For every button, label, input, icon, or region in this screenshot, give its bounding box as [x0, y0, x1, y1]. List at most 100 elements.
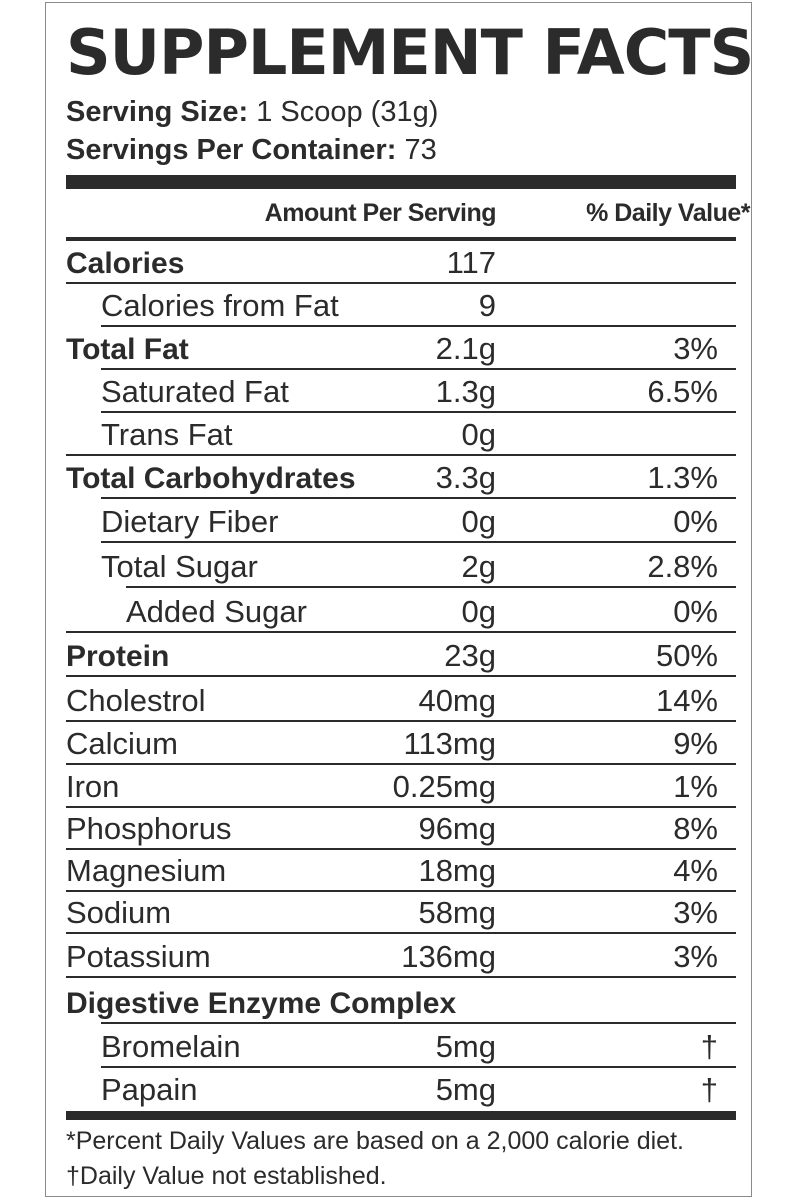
nutrient-name: Potassium	[66, 939, 211, 974]
nutrient-daily-value: 8%	[673, 811, 718, 846]
nutrient-daily-value: 9%	[673, 726, 718, 761]
row-divider	[101, 325, 736, 327]
nutrient-amount: 2g	[461, 549, 496, 584]
nutrient-amount: 96mg	[418, 811, 496, 846]
nutrient-row-magnesium: Magnesium 18mg 4%	[66, 850, 736, 892]
nutrient-daily-value: 2.8%	[647, 549, 718, 584]
nutrient-daily-value: †	[700, 1072, 718, 1107]
nutrient-row-potassium: Potassium 136mg 3%	[66, 934, 736, 978]
nutrient-amount: 136mg	[401, 939, 496, 974]
serving-size-label: Serving Size:	[66, 96, 249, 128]
nutrient-daily-value: †	[700, 1029, 718, 1064]
row-divider	[126, 586, 736, 588]
row-divider	[66, 675, 736, 677]
nutrient-row-cholestrol: Cholestrol 40mg 14%	[66, 677, 736, 722]
nutrient-amount: 0g	[461, 417, 496, 452]
row-divider	[66, 763, 736, 765]
nutrient-amount: 23g	[444, 638, 496, 673]
nutrient-name: Trans Fat	[101, 417, 233, 452]
nutrient-row-calories: Calories 117	[66, 241, 736, 284]
servings-per-container: Servings Per Container: 73	[66, 131, 437, 169]
nutrient-amount: 1.3g	[435, 374, 496, 409]
column-header-row: Amount Per Serving % Daily Value*	[66, 193, 751, 238]
nutrient-row-calories-from-fat: Calories from Fat 9	[66, 284, 736, 327]
nutrient-row-iron: Iron 0.25mg 1%	[66, 765, 736, 808]
row-divider	[66, 806, 736, 808]
nutrient-amount: 40mg	[418, 683, 496, 718]
top-thick-rule	[66, 175, 736, 189]
row-divider	[66, 454, 736, 456]
footnote-dagger: †Daily Value not established.	[66, 1162, 387, 1190]
nutrient-name: Phosphorus	[66, 811, 232, 846]
nutrient-amount: 117	[446, 245, 496, 280]
nutrient-row-phosphorus: Phosphorus 96mg 8%	[66, 808, 736, 850]
nutrient-daily-value: 50%	[655, 638, 718, 673]
nutrient-amount: 5mg	[435, 1029, 496, 1064]
nutrient-row-dietary-fiber: Dietary Fiber 0g 0%	[66, 499, 736, 543]
daily-value-header: % Daily Value*	[586, 199, 750, 227]
nutrient-amount: 3.3g	[435, 460, 496, 495]
nutrient-amount: 58mg	[418, 895, 496, 930]
nutrient-row-trans-fat: Trans Fat 0g	[66, 413, 736, 456]
nutrient-name: Magnesium	[66, 853, 227, 888]
nutrient-name: Bromelain	[101, 1029, 241, 1064]
nutrient-amount: 0g	[461, 504, 496, 539]
nutrient-name: Sodium	[66, 895, 172, 930]
nutrient-amount: 113mg	[403, 726, 497, 761]
nutrient-name: Added Sugar	[126, 594, 307, 629]
servings-per-container-label: Servings Per Container:	[66, 134, 397, 166]
nutrient-amount: 0g	[461, 594, 496, 629]
nutrient-name: Calcium	[66, 726, 178, 761]
nutrient-daily-value: 4%	[673, 853, 718, 888]
row-divider	[101, 368, 736, 370]
supplement-facts-panel: SUPPLEMENT FACTS Serving Size: 1 Scoop (…	[45, 2, 754, 1197]
nutrient-name: Total Fat	[66, 333, 189, 366]
row-divider	[101, 1022, 736, 1024]
nutrient-daily-value: 1%	[673, 769, 718, 804]
nutrient-row-bromelain: Bromelain 5mg †	[66, 1024, 736, 1068]
nutrient-row-calcium: Calcium 113mg 9%	[66, 722, 736, 765]
row-divider	[66, 976, 736, 978]
nutrient-name: Calories from Fat	[101, 288, 339, 323]
row-divider	[66, 932, 736, 934]
nutrient-name: Total Sugar	[101, 549, 258, 584]
nutrient-daily-value: 3%	[673, 895, 718, 930]
nutrient-name: Digestive Enzyme Complex	[66, 987, 457, 1020]
row-divider	[101, 497, 736, 499]
row-divider	[66, 848, 736, 850]
nutrient-amount: 9	[478, 288, 496, 323]
serving-size-value: 1 Scoop (31g)	[256, 96, 439, 128]
row-divider	[101, 411, 736, 413]
nutrient-name: Total Carbohydrates	[66, 462, 356, 495]
label-title: SUPPLEMENT FACTS	[66, 16, 754, 89]
nutrient-name: Protein	[66, 640, 170, 673]
nutrient-name: Dietary Fiber	[101, 504, 279, 539]
nutrient-name: Calories	[66, 247, 185, 280]
nutrient-daily-value: 0%	[673, 504, 718, 539]
nutrient-name: Cholestrol	[66, 683, 206, 718]
row-divider	[66, 631, 736, 633]
serving-size: Serving Size: 1 Scoop (31g)	[66, 93, 438, 131]
bottom-thick-rule	[66, 1111, 736, 1120]
nutrient-row-digestive-enzyme-complex: Digestive Enzyme Complex	[66, 978, 736, 1024]
nutrient-daily-value: 14%	[655, 683, 718, 718]
footnote-percent-dv: *Percent Daily Values are based on a 2,0…	[66, 1127, 684, 1155]
nutrient-row-protein: Protein 23g 50%	[66, 633, 736, 677]
nutrient-row-total-carbohydrates: Total Carbohydrates 3.3g 1.3%	[66, 456, 736, 499]
nutrient-row-total-sugar: Total Sugar 2g 2.8%	[66, 543, 736, 588]
nutrient-row-saturated-fat: Saturated Fat 1.3g 6.5%	[66, 370, 736, 413]
nutrient-name: Saturated Fat	[101, 374, 289, 409]
nutrient-daily-value: 3%	[673, 331, 718, 366]
nutrient-name: Papain	[101, 1072, 198, 1107]
nutrient-daily-value: 3%	[673, 939, 718, 974]
nutrient-row-papain: Papain 5mg †	[66, 1068, 736, 1111]
nutrient-amount: 18mg	[418, 853, 496, 888]
row-divider	[66, 282, 736, 284]
row-divider	[66, 720, 736, 722]
nutrient-amount: 2.1g	[435, 331, 496, 366]
nutrient-daily-value: 6.5%	[647, 374, 718, 409]
amount-per-serving-header: Amount Per Serving	[264, 199, 497, 227]
servings-per-container-value: 73	[404, 134, 437, 166]
nutrient-row-added-sugar: Added Sugar 0g 0%	[66, 588, 736, 633]
nutrient-amount: 0.25mg	[392, 769, 496, 804]
